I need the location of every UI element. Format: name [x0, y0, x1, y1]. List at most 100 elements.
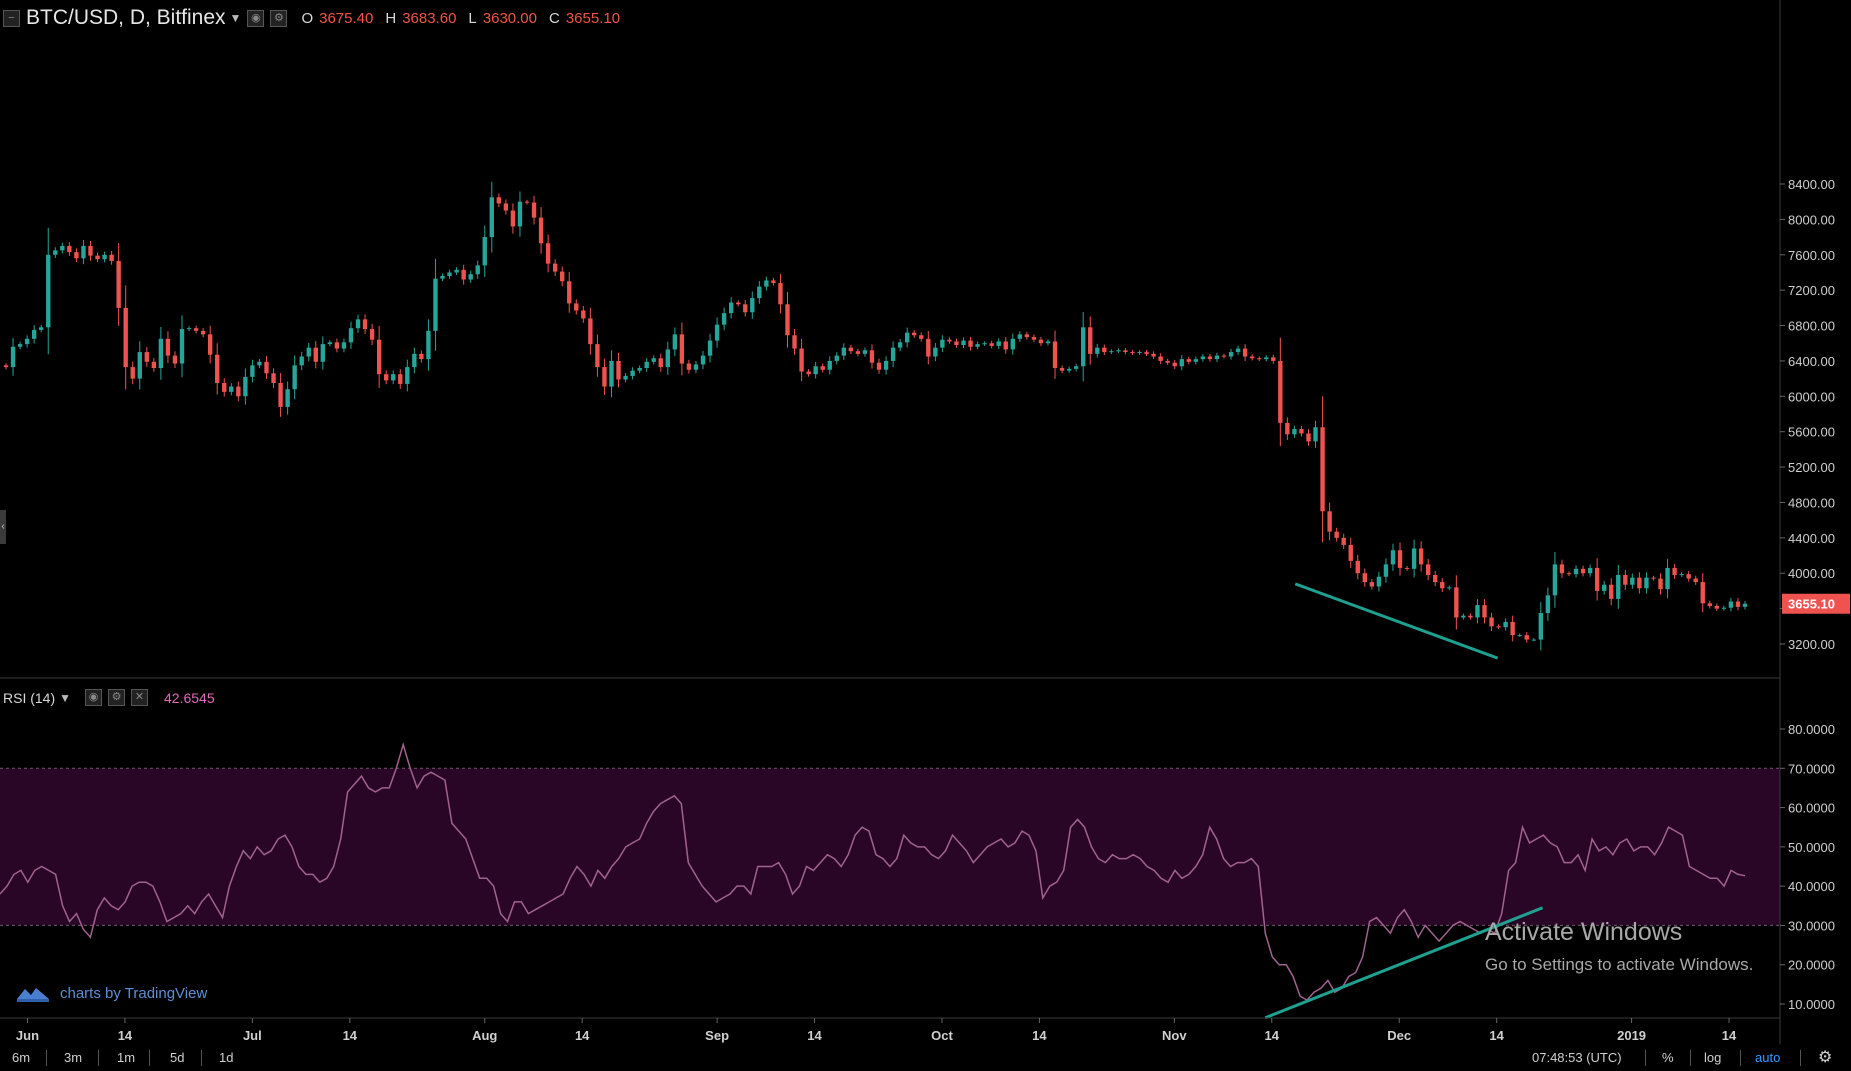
symbol-title[interactable]: BTC/USD, D, Bitfinex	[26, 6, 226, 29]
chart-header: − BTC/USD, D, Bitfinex ▼ ◉ ⚙ O 3675.40 H…	[3, 6, 626, 30]
candle	[1433, 575, 1438, 583]
candle	[1017, 334, 1023, 339]
candle	[1158, 356, 1163, 361]
candle	[658, 358, 663, 368]
candle	[574, 303, 579, 311]
candle	[524, 201, 530, 203]
candle	[60, 245, 65, 251]
gear-icon[interactable]: ⚙	[270, 9, 288, 27]
candle	[623, 375, 628, 380]
candle	[1693, 578, 1698, 583]
time-tick-label: Jul	[243, 1028, 262, 1043]
close-icon[interactable]: ✕	[131, 689, 149, 706]
collapse-icon[interactable]: −	[3, 9, 20, 27]
candle	[243, 376, 248, 397]
price-trendline[interactable]	[1294, 582, 1499, 660]
price-tick-label: 7200.00	[1788, 283, 1835, 298]
rsi-line	[0, 742, 1746, 1002]
range-1d-button[interactable]: 1d	[219, 1050, 234, 1065]
candle	[376, 339, 382, 375]
candle	[876, 362, 882, 370]
candle	[186, 328, 192, 330]
candle	[714, 324, 720, 341]
candle	[447, 272, 452, 276]
candle	[1081, 327, 1086, 367]
candle	[510, 210, 516, 227]
price-tick-label: 7600.00	[1788, 248, 1835, 263]
candle	[207, 334, 213, 355]
candle	[1573, 568, 1579, 575]
close-value: 3655.10	[565, 9, 621, 27]
settings-gear-icon[interactable]: ⚙	[1818, 1049, 1833, 1066]
time-tick-label: Nov	[1162, 1028, 1187, 1043]
range-1m-button[interactable]: 1m	[117, 1050, 136, 1065]
chevron-down-icon[interactable]: ▼	[229, 11, 242, 25]
candle	[412, 353, 417, 368]
eye-icon[interactable]: ◉	[247, 9, 265, 27]
candle	[736, 302, 741, 305]
candle	[3, 365, 9, 368]
rsi-tick-label: 40.0000	[1788, 879, 1835, 894]
candle	[721, 313, 727, 325]
candle	[362, 319, 368, 330]
candle	[1440, 582, 1445, 589]
candle	[1651, 577, 1656, 579]
collapse-handle[interactable]: ‹	[0, 510, 6, 544]
rsi-trendline[interactable]	[1264, 906, 1544, 1020]
tradingview-watermark[interactable]: charts by TradingView	[16, 983, 207, 1003]
candle	[1721, 607, 1727, 609]
clock-readout[interactable]: 07:48:53 (UTC)	[1532, 1050, 1622, 1065]
low-value: 3630.00	[482, 9, 537, 27]
log-toggle[interactable]: log	[1704, 1050, 1722, 1065]
price-tick-label: 4000.00	[1788, 566, 1835, 581]
candle	[172, 355, 178, 364]
candle	[1059, 368, 1065, 371]
candle	[313, 347, 318, 362]
range-3m-button[interactable]: 3m	[64, 1050, 83, 1065]
candle	[912, 332, 917, 336]
rsi-tick-label: 10.0000	[1788, 997, 1835, 1012]
low-label: L	[468, 9, 477, 27]
percent-toggle[interactable]: %	[1662, 1050, 1674, 1065]
candle	[588, 318, 593, 345]
range-5d-button[interactable]: 5d	[170, 1050, 185, 1065]
rsi-value: 42.6545	[164, 689, 215, 706]
bottom-toolbar: 6m 3m 1m 5d 1d 07:48:53 (UTC) % log auto…	[0, 1044, 1851, 1071]
candle	[595, 344, 600, 368]
candle	[1235, 348, 1241, 353]
candle	[144, 352, 149, 362]
candle	[320, 344, 326, 362]
candle	[1285, 422, 1290, 435]
candle	[1116, 350, 1121, 352]
activate-title: Activate Windows	[1485, 918, 1683, 946]
candle	[1228, 352, 1234, 357]
candle	[799, 348, 804, 372]
candle	[1714, 605, 1720, 609]
toolbar-divider	[46, 1050, 47, 1066]
auto-toggle[interactable]: auto	[1755, 1050, 1781, 1065]
last-price-badge	[1782, 593, 1850, 614]
candle	[1425, 564, 1431, 575]
candle	[919, 335, 924, 339]
rsi-title[interactable]: RSI (14)	[3, 689, 56, 706]
candle	[130, 367, 135, 379]
chevron-down-icon[interactable]: ▼	[59, 690, 72, 705]
candle	[897, 342, 903, 348]
candle	[538, 217, 544, 244]
candle	[1362, 573, 1367, 583]
rsi-tick-label: 80.0000	[1788, 722, 1835, 737]
gear-icon[interactable]: ⚙	[108, 689, 126, 706]
candle	[989, 343, 994, 346]
candle	[1355, 560, 1360, 574]
candle	[1102, 347, 1107, 353]
time-tick-label: 14	[807, 1028, 822, 1043]
candle	[496, 197, 502, 204]
candle	[67, 245, 72, 253]
candle	[1700, 582, 1705, 604]
candle	[552, 263, 558, 272]
candle	[1257, 358, 1262, 360]
range-6m-button[interactable]: 6m	[12, 1050, 31, 1065]
candle	[947, 339, 952, 342]
eye-icon[interactable]: ◉	[85, 689, 103, 706]
